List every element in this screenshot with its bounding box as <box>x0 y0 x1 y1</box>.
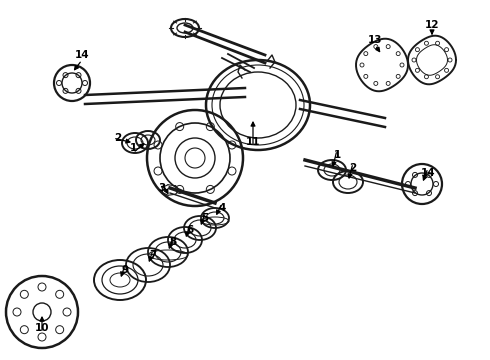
Text: 12: 12 <box>425 20 439 30</box>
Text: 4: 4 <box>219 203 226 213</box>
Text: 2: 2 <box>114 133 122 143</box>
Text: 11: 11 <box>246 137 260 147</box>
Text: 3: 3 <box>158 183 166 193</box>
Text: 5: 5 <box>201 213 209 223</box>
Text: 14: 14 <box>421 168 435 178</box>
Text: 2: 2 <box>349 163 357 173</box>
Text: 7: 7 <box>149 250 157 260</box>
Text: 8: 8 <box>170 237 176 247</box>
Text: 9: 9 <box>122 265 128 275</box>
Text: 10: 10 <box>35 323 49 333</box>
Text: 1: 1 <box>129 143 137 153</box>
Text: 1: 1 <box>333 150 341 160</box>
Text: 13: 13 <box>368 35 382 45</box>
Text: 6: 6 <box>186 225 194 235</box>
Text: 14: 14 <box>74 50 89 60</box>
